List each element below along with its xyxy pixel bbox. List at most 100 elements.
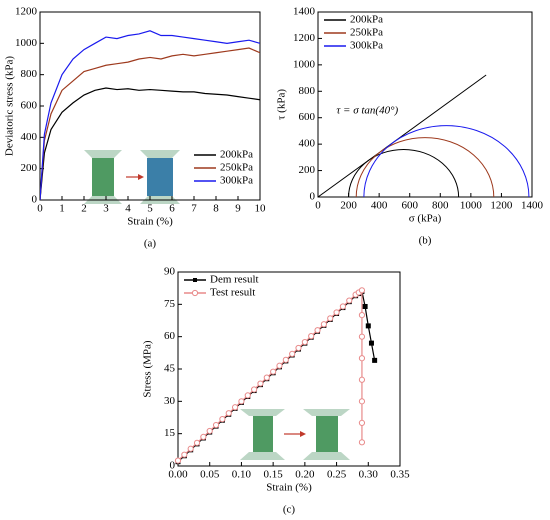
x-tick-label: 0.20 xyxy=(295,469,315,481)
x-tick-label: 5 xyxy=(147,203,153,215)
x-tick-label: 1400 xyxy=(521,200,544,212)
y-tick-label: 0 xyxy=(170,460,176,472)
x-tick-label: 0.05 xyxy=(200,469,220,481)
y-tick-label: 15 xyxy=(164,427,176,439)
y-axis-label: Deviatoric stress (kPa) xyxy=(4,56,16,157)
y-tick-label: 60 xyxy=(164,330,176,342)
x-tick-label: 4 xyxy=(125,203,131,215)
marker xyxy=(174,457,182,464)
y-tick-label: 1200 xyxy=(15,6,38,18)
x-tick-label: 0.00 xyxy=(168,469,188,481)
marker xyxy=(238,398,245,405)
marker xyxy=(365,323,371,329)
series-line xyxy=(40,47,260,200)
marker xyxy=(212,421,220,429)
mohr-circle xyxy=(363,125,530,198)
y-tick-label: 600 xyxy=(21,100,38,112)
x-tick-label: 0.15 xyxy=(264,469,284,481)
x-tick-label: 8 xyxy=(213,203,219,215)
marker xyxy=(346,297,353,304)
y-tick-label: 800 xyxy=(21,68,38,80)
marker xyxy=(358,376,366,383)
x-tick-label: 3 xyxy=(103,203,109,215)
marker xyxy=(358,439,366,446)
y-tick-label: 0 xyxy=(310,191,316,203)
x-tick-label: 2 xyxy=(81,203,87,215)
series-line xyxy=(40,87,260,200)
y-tick-label: 1200 xyxy=(293,32,316,44)
y-tick-label: 90 xyxy=(164,266,176,278)
marker xyxy=(231,404,239,411)
x-tick-label: 9 xyxy=(235,203,241,215)
x-tick-label: 1 xyxy=(59,203,65,215)
envelope-line xyxy=(317,74,487,198)
marker xyxy=(372,357,378,363)
marker xyxy=(327,315,334,322)
y-tick-label: 75 xyxy=(164,298,176,310)
y-tick-label: 30 xyxy=(164,395,176,407)
legend-label: 200kPa xyxy=(220,149,253,161)
x-tick-label: 10 xyxy=(255,203,267,215)
inset-a xyxy=(84,150,180,204)
x-tick-label: 200 xyxy=(340,200,357,212)
y-tick-label: 1000 xyxy=(293,58,316,70)
x-tick-label: 800 xyxy=(432,200,449,212)
mohr-circle xyxy=(348,148,460,198)
marker xyxy=(314,327,321,334)
y-tick-label: 400 xyxy=(21,131,38,143)
marker xyxy=(225,410,232,417)
x-tick-label: 1200 xyxy=(490,200,513,212)
y-tick-label: 1400 xyxy=(293,6,316,18)
marker xyxy=(308,333,315,340)
marker xyxy=(282,356,289,363)
x-tick-label: 0.30 xyxy=(359,469,379,481)
marker xyxy=(244,392,251,399)
x-tick-label: 0.25 xyxy=(327,469,347,481)
y-axis-label: Stress (MPa) xyxy=(142,340,154,397)
marker xyxy=(206,427,213,435)
legend-label: 300kPa xyxy=(350,40,383,52)
marker xyxy=(358,355,366,362)
marker xyxy=(301,338,308,346)
x-tick-label: 0 xyxy=(315,200,321,212)
x-tick-label: 6 xyxy=(169,203,175,215)
legend-marker xyxy=(191,289,199,297)
panel-label: (b) xyxy=(419,235,432,247)
y-tick-label: 0 xyxy=(32,194,38,206)
marker xyxy=(181,451,188,458)
panel-label: (c) xyxy=(283,504,296,516)
marker xyxy=(187,445,194,452)
marker xyxy=(251,386,258,393)
series-line xyxy=(178,290,376,463)
marker xyxy=(320,321,327,328)
inset-c xyxy=(240,409,350,460)
x-tick-label: 0.10 xyxy=(232,469,252,481)
marker xyxy=(358,398,366,405)
marker xyxy=(362,303,368,309)
panel-label: (a) xyxy=(144,238,157,250)
marker xyxy=(358,287,366,294)
annotation: τ = σ tan(40°) xyxy=(336,105,398,117)
legend-marker xyxy=(193,278,197,282)
y-tick-label: 200 xyxy=(21,162,38,174)
x-axis-label: Strain (%) xyxy=(266,482,312,494)
x-axis-label: Strain (%) xyxy=(127,216,173,228)
y-tick-label: 800 xyxy=(299,85,316,97)
marker xyxy=(193,439,201,446)
x-tick-label: 0.35 xyxy=(390,469,410,481)
marker xyxy=(263,374,270,381)
marker xyxy=(219,416,226,423)
marker xyxy=(257,380,264,387)
marker xyxy=(358,419,366,426)
legend-label: 300kPa xyxy=(220,175,253,187)
marker xyxy=(368,340,374,346)
marker xyxy=(358,312,366,319)
marker xyxy=(289,350,296,358)
marker xyxy=(333,309,340,316)
y-tick-label: 200 xyxy=(299,164,316,176)
y-tick-label: 45 xyxy=(164,363,176,375)
y-tick-label: 1000 xyxy=(15,37,38,49)
legend-label: 250kPa xyxy=(220,162,253,174)
x-tick-label: 600 xyxy=(401,200,418,212)
